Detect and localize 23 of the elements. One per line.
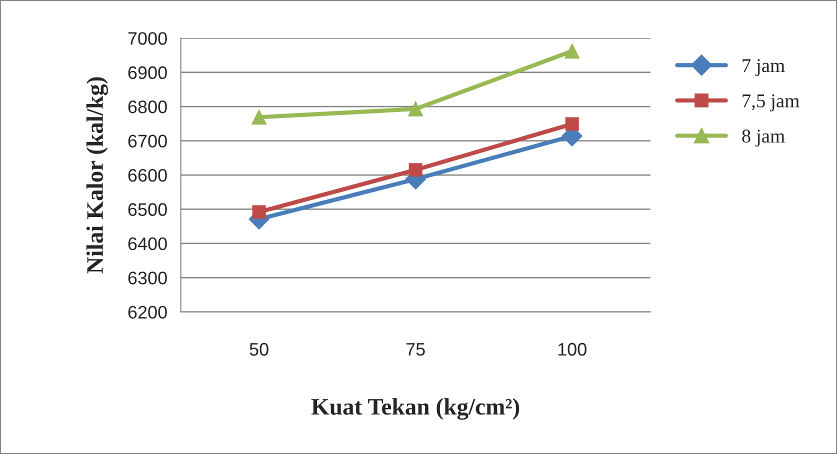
y-tick-label: 7000 [128,32,167,45]
y-tick-label: 6700 [128,134,167,148]
x-tick-label: 75 [406,343,425,356]
legend-label: 7 jam [742,59,785,76]
point [408,163,422,177]
y-tick-label: 6900 [128,66,167,80]
point [252,110,267,125]
y-tick-label: 6400 [128,237,167,250]
y-tick-label: 6500 [128,203,167,216]
x-tick-label: 50 [250,342,268,356]
point [564,44,580,59]
y-tick-label: 6300 [128,272,167,284]
point [408,102,424,116]
x-axis-title: Kuat Tekan (kg/cm²) [311,398,520,420]
point [565,117,579,131]
legend-label: 8 jam [742,130,785,147]
legend-label: 7,5 jam [742,94,800,112]
y-tick-label: 6200 [128,306,167,319]
x-tick-label: 100 [558,342,586,356]
point [252,205,266,219]
y-tick-label: 6600 [128,168,167,182]
y-axis-title: Nilai Kalor (kal/kg) [86,77,108,274]
y-tick-label: 6800 [128,100,167,114]
